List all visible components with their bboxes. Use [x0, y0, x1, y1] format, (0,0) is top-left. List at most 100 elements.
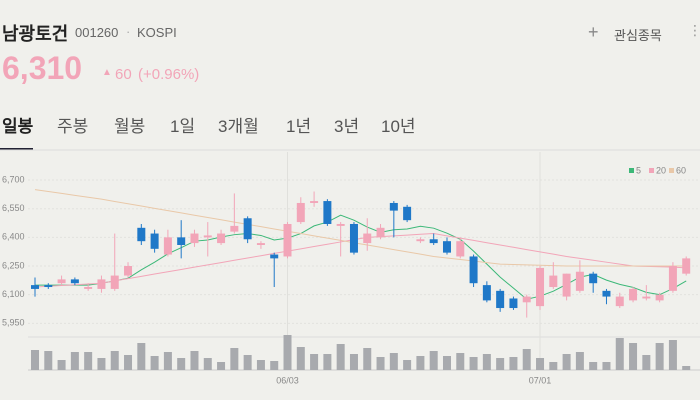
tab[interactable]: 월봉: [114, 117, 146, 136]
stock-name: 남광토건: [2, 24, 69, 44]
volume-bar: [589, 362, 598, 370]
tab[interactable]: 주봉: [57, 117, 89, 136]
volume-bar: [629, 343, 638, 370]
candle-body: [110, 275, 119, 289]
tab-underline: [0, 148, 33, 150]
candle-body: [389, 202, 398, 211]
x-tick-label: 06/03: [276, 375, 299, 385]
volume-bar: [70, 352, 79, 370]
candle-body: [655, 294, 664, 301]
volume-bar: [44, 351, 53, 370]
volume-bar: [363, 348, 372, 370]
candle-body: [163, 237, 172, 255]
candle-body: [296, 202, 305, 223]
volume-bar: [522, 349, 531, 370]
legend-label: 60: [676, 165, 686, 175]
volume-bar: [429, 351, 438, 370]
change: 60: [115, 66, 132, 83]
volume-bar: [203, 358, 212, 370]
volume-bar: [84, 352, 93, 370]
volume-bar: [482, 354, 491, 370]
tab[interactable]: 1년: [286, 117, 312, 136]
legend-label: 20: [656, 165, 666, 175]
candle-body: [642, 296, 651, 299]
candle-body: [668, 266, 677, 291]
y-tick-label: 5,950: [2, 318, 25, 328]
legend-swatch: [669, 168, 674, 173]
stock-code: 001260: [75, 25, 119, 40]
candle-body: [615, 296, 624, 307]
volume-bar: [256, 360, 265, 370]
volume-bar: [536, 358, 545, 370]
candle-body: [403, 206, 412, 221]
y-tick-label: 6,250: [2, 260, 25, 270]
candle-body: [589, 273, 598, 284]
candle-body: [177, 237, 186, 245]
candle-body: [270, 254, 279, 259]
tab[interactable]: 3개월: [218, 117, 259, 136]
candle-body: [536, 267, 545, 307]
volume-bar: [137, 343, 146, 370]
candle-body: [349, 223, 358, 253]
volume-bar: [177, 358, 186, 370]
candle-body: [203, 235, 212, 238]
candle-body: [283, 223, 292, 257]
candle-body: [84, 287, 93, 289]
volume-bar: [389, 353, 398, 370]
candle-body: [57, 279, 66, 284]
candle-body: [256, 243, 265, 245]
candle-body: [456, 241, 465, 257]
volume-bar: [509, 357, 518, 370]
candle-body: [217, 233, 226, 244]
candle-body: [310, 201, 319, 203]
candle-body: [31, 285, 39, 289]
candle-body: [150, 233, 159, 249]
menu-icon[interactable]: ⋮: [688, 22, 700, 38]
volume-bar: [217, 362, 226, 370]
ma-line: [34, 189, 687, 267]
tab[interactable]: 3년: [334, 117, 360, 136]
volume-bar: [323, 354, 332, 370]
volume-bar: [349, 354, 358, 370]
tab[interactable]: 1일: [170, 117, 196, 136]
candle-body: [416, 239, 425, 242]
add-icon[interactable]: +: [588, 22, 599, 42]
candle-body: [429, 239, 438, 244]
tab[interactable]: 일봉: [2, 117, 34, 136]
tab[interactable]: 10년: [381, 117, 416, 136]
volume-bar: [270, 361, 279, 370]
candle-body: [137, 227, 146, 242]
volume-bar: [562, 354, 571, 370]
candle-body: [602, 290, 611, 297]
candle-body: [469, 256, 478, 284]
candle-body: [124, 266, 133, 276]
volume-bar: [97, 358, 106, 370]
volume-bar: [124, 355, 133, 370]
volume-bar: [615, 338, 624, 370]
volume-bar: [602, 362, 611, 370]
ma-line: [34, 233, 687, 288]
candle-body: [549, 275, 558, 288]
volume-bar: [682, 366, 691, 370]
watch-button[interactable]: 관심종목: [614, 28, 662, 43]
volume-bar: [31, 350, 39, 370]
candle-body: [336, 223, 345, 226]
volume-bar: [668, 340, 677, 370]
candle-body: [522, 296, 531, 303]
volume-bar: [190, 351, 199, 370]
candle-body: [562, 273, 571, 297]
up-icon: ▲: [102, 67, 112, 78]
candle-body: [509, 298, 518, 309]
volume-bar: [549, 362, 558, 370]
volume-bar: [283, 335, 292, 370]
volume-bar: [416, 356, 425, 370]
market: KOSPI: [137, 25, 177, 40]
candle-body: [682, 258, 691, 274]
candle-body: [97, 279, 106, 289]
volume-bar: [310, 354, 319, 370]
volume-bar: [575, 352, 584, 370]
candle-body: [230, 225, 239, 232]
volume-bar: [642, 355, 651, 370]
y-tick-label: 6,700: [2, 174, 25, 184]
